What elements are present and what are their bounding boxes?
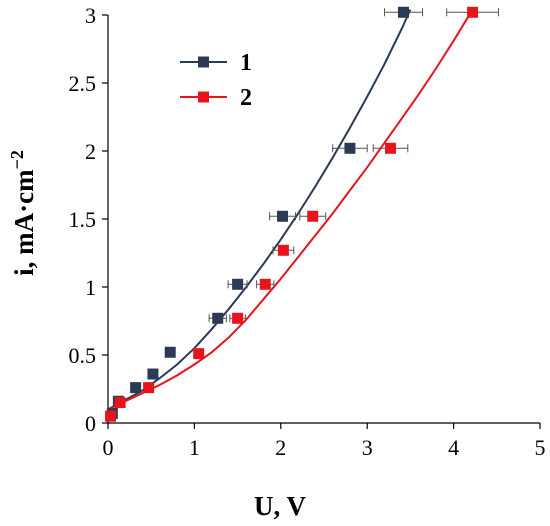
data-point-series-1	[147, 368, 159, 380]
data-point-series-1	[277, 210, 289, 222]
x-axis-title: U, V	[254, 491, 307, 521]
x-tick-label: 0	[103, 435, 114, 460]
legend: 12	[180, 50, 252, 111]
data-point-series-2	[259, 278, 271, 290]
y-tick-label: 0.5	[69, 343, 97, 368]
data-point-series-2	[193, 348, 205, 360]
data-point-series-2	[307, 210, 319, 222]
data-point-series-2	[385, 142, 397, 154]
data-point-series-2	[277, 244, 289, 256]
x-tick-label: 5	[535, 435, 546, 460]
data-point-series-1	[344, 142, 356, 154]
fit-curve-series-2	[107, 11, 472, 411]
y-axis-title: i, mA·cm−2	[7, 150, 39, 276]
axes: 0 1 2 3 4 500.511.522.53	[69, 3, 546, 460]
x-tick-label: 2	[275, 435, 286, 460]
data-point-series-2	[232, 312, 244, 324]
y-tick-label: 2	[85, 139, 96, 164]
data-point-series-2	[114, 397, 126, 409]
x-tick-label: 1	[189, 435, 200, 460]
legend-marker-series-1	[198, 56, 209, 68]
y-tick-label: 2.5	[69, 71, 97, 96]
y-tick-label: 0	[85, 411, 96, 436]
x-tick-label: 3	[362, 435, 373, 460]
legend-label-series-1: 1	[240, 50, 252, 76]
data-point-series-1	[397, 6, 409, 18]
y-tick-label: 3	[85, 3, 96, 28]
data-point-series-1	[130, 382, 142, 394]
data-point-series-2	[143, 382, 155, 394]
y-axis-title-exponent: −2	[7, 150, 27, 169]
data-point-series-2	[105, 410, 117, 422]
data-point-series-1	[164, 346, 176, 358]
data-point-series-1	[232, 278, 244, 290]
data-points	[105, 6, 500, 422]
fit-curve-series-1	[107, 9, 412, 411]
legend-label-series-2: 2	[240, 85, 252, 111]
y-axis-title-main: i, mA·cm	[9, 169, 39, 276]
data-point-series-2	[467, 6, 479, 18]
fit-curves	[107, 9, 472, 411]
legend-marker-series-2	[198, 91, 209, 103]
y-tick-label: 1.5	[69, 207, 97, 232]
y-tick-label: 1	[85, 275, 96, 300]
data-point-series-1	[212, 312, 224, 324]
x-tick-label: 4	[448, 435, 459, 460]
